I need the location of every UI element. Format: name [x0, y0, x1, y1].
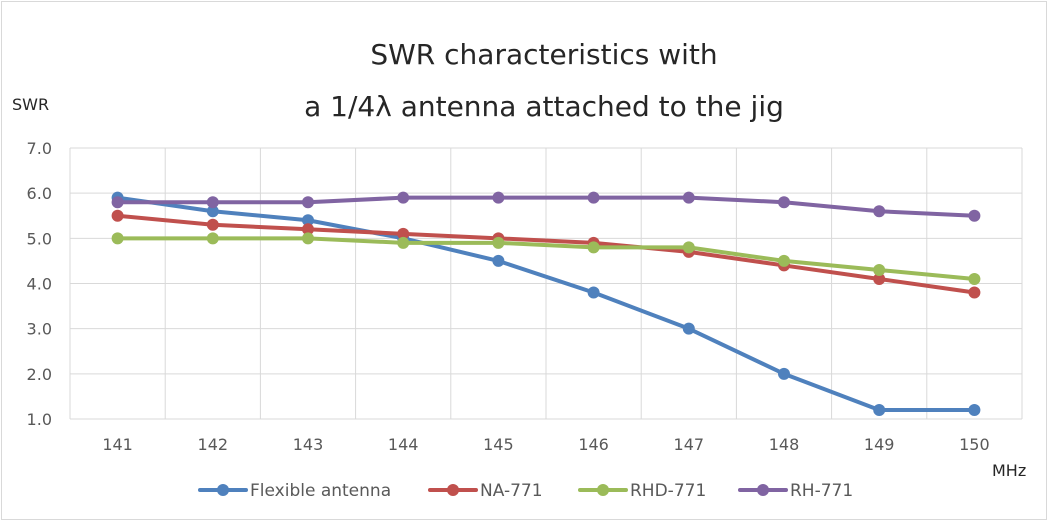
y-axis-label: SWR	[12, 95, 49, 114]
legend-swatch-marker	[217, 484, 229, 496]
data-point	[397, 191, 410, 204]
data-point	[492, 236, 505, 249]
data-point	[968, 286, 981, 299]
data-point	[778, 367, 790, 380]
data-point	[873, 403, 886, 416]
legend-label: RHD-771	[630, 481, 706, 501]
series-3	[111, 191, 981, 222]
data-point	[111, 232, 124, 245]
legend-label: Flexible antenna	[250, 481, 391, 501]
data-point	[873, 263, 886, 276]
data-point	[968, 272, 981, 285]
data-point	[302, 214, 314, 227]
data-point	[682, 191, 695, 204]
data-point	[206, 218, 219, 231]
legend-swatch-marker	[757, 484, 769, 496]
legend-label: RH-771	[790, 481, 853, 501]
series-line	[115, 195, 977, 218]
x-tick-label: 146	[578, 435, 609, 454]
data-point	[111, 209, 124, 222]
x-tick-labels: 141 142 143 144 145 146 147 148 149 150	[102, 435, 989, 454]
data-point	[492, 191, 505, 204]
legend-swatch-marker	[447, 484, 459, 496]
y-tick-label: 2.0	[27, 365, 52, 384]
y-tick-label: 3.0	[27, 320, 52, 339]
y-tick-label: 6.0	[27, 184, 52, 203]
x-tick-label: 149	[864, 435, 895, 454]
series-line	[115, 213, 977, 295]
legend-label: NA-771	[480, 481, 543, 501]
data-point	[968, 209, 981, 222]
legend-swatch-marker	[597, 484, 609, 496]
x-tick-label: 143	[293, 435, 324, 454]
data-point	[397, 227, 410, 240]
y-tick-label: 4.0	[27, 275, 52, 294]
gridlines	[69, 147, 1023, 420]
legend: Flexible antenna NA-771 RHD-771 RH-771	[198, 481, 853, 501]
x-tick-label: 142	[198, 435, 229, 454]
data-point	[778, 254, 790, 267]
data-point	[778, 196, 790, 209]
y-tick-label: 1.0	[27, 410, 52, 429]
data-point	[302, 223, 314, 236]
x-tick-label: 148	[769, 435, 800, 454]
data-point	[587, 241, 600, 254]
data-point	[302, 196, 314, 209]
data-point	[682, 322, 695, 335]
chart-title-line1: SWR characteristics with	[370, 38, 717, 71]
data-point	[111, 196, 124, 209]
legend-item-1: NA-771	[428, 481, 543, 501]
x-tick-label: 150	[959, 435, 990, 454]
data-point	[587, 191, 600, 204]
x-axis-label: MHz	[992, 461, 1026, 480]
data-point	[873, 272, 886, 285]
data-point	[397, 236, 410, 249]
x-tick-label: 141	[102, 435, 133, 454]
data-point	[682, 241, 695, 254]
x-tick-label: 144	[388, 435, 419, 454]
series-2	[111, 232, 981, 285]
chart-title-line2: a 1/4λ antenna attached to the jig	[304, 90, 784, 123]
data-point	[206, 196, 219, 209]
y-tick-label: 5.0	[27, 229, 52, 248]
legend-item-0: Flexible antenna	[198, 481, 391, 501]
data-point	[968, 403, 981, 416]
data-point	[302, 232, 314, 245]
legend-item-3: RH-771	[738, 481, 853, 501]
series-line	[115, 236, 977, 281]
data-point	[492, 254, 505, 267]
y-tick-label: 7.0	[27, 139, 52, 158]
data-point	[873, 205, 886, 218]
series-lines	[111, 191, 981, 416]
x-tick-label: 147	[674, 435, 705, 454]
data-point	[206, 232, 219, 245]
legend-item-2: RHD-771	[578, 481, 706, 501]
y-tick-labels: 7.0 6.0 5.0 4.0 3.0 2.0 1.0	[27, 139, 52, 429]
data-point	[587, 286, 600, 299]
data-point	[206, 205, 219, 218]
series-line	[115, 195, 977, 412]
x-tick-label: 145	[483, 435, 514, 454]
